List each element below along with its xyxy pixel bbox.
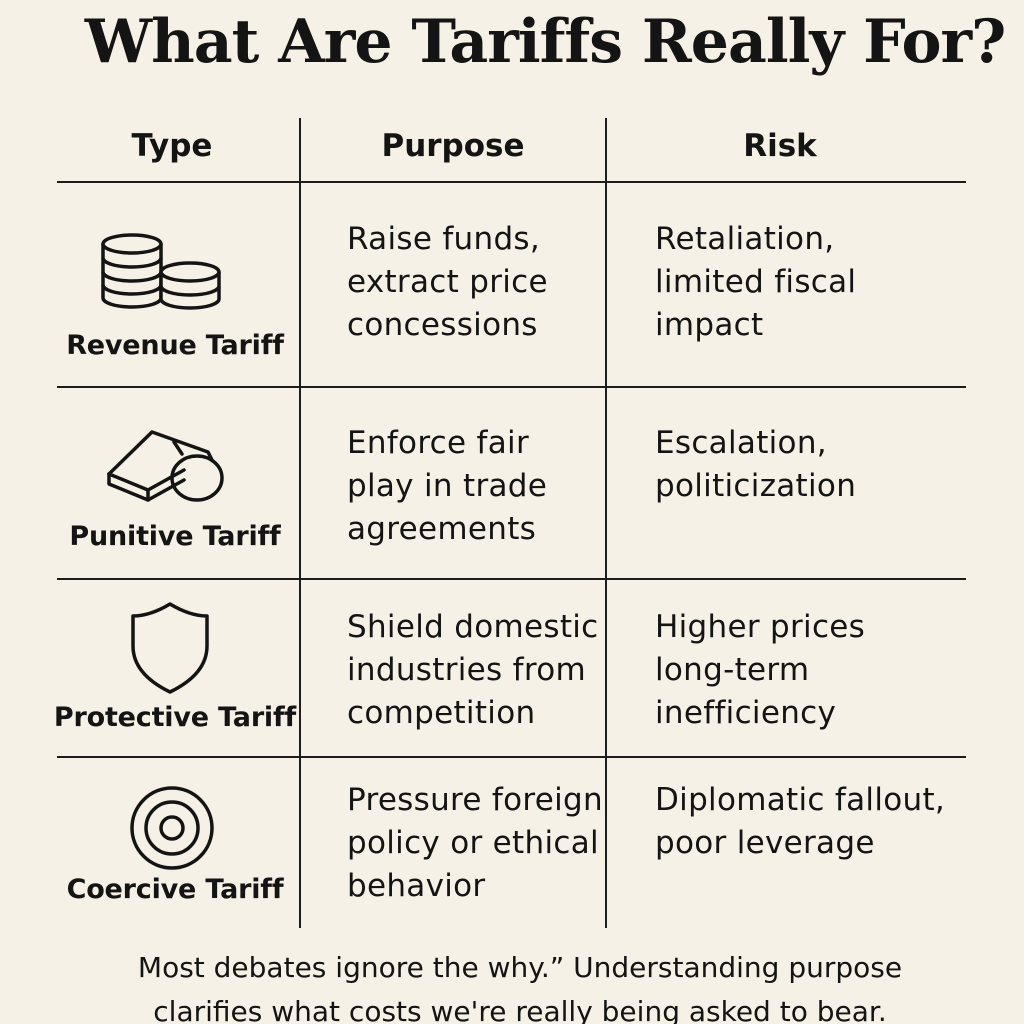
shield-icon [131,602,209,694]
purpose-line: Enforce fair [347,425,530,461]
purpose-cell: Shield domestic industries from competit… [347,606,599,735]
column-divider-2 [605,118,607,928]
purpose-line: competition [347,695,536,731]
risk-line: Escalation, [655,425,827,461]
purpose-line: agreements [347,511,537,547]
type-label-coercive: Coercive Tariff [66,874,284,905]
row-divider-1 [57,386,966,388]
risk-cell: Retaliation, limited fiscal impact [655,218,856,347]
row-divider-2 [57,578,966,580]
purpose-line: play in trade [347,468,548,504]
type-label-protective: Protective Tariff [53,702,297,733]
purpose-line: Shield domestic [347,609,599,645]
page-title: What Are Tariffs Really For? [84,7,1007,77]
risk-line: inefficiency [655,695,837,731]
purpose-line: behavior [347,868,486,904]
purpose-line: Raise funds, [347,221,541,257]
footer-line: clarifies what costs we're really being … [153,995,887,1024]
risk-line: impact [655,307,764,343]
risk-line: long-term [655,652,810,688]
risk-line: Retaliation, [655,221,835,257]
risk-line: politicization [655,468,857,504]
risk-cell: Diplomatic fallout, poor leverage [655,779,945,865]
risk-line: poor leverage [655,825,875,861]
risk-line: Diplomatic fallout, [655,782,946,818]
purpose-line: industries from [347,652,586,688]
header-purpose: Purpose [381,128,525,164]
type-label-punitive: Punitive Tariff [69,521,281,552]
footer-line: Most debates ignore the why.” Understand… [137,951,903,984]
row-divider-3 [57,756,966,758]
purpose-line: policy or ethical [347,825,599,861]
target-icon [130,786,214,870]
purpose-cell: Enforce fair play in trade agreements [347,422,547,551]
risk-line: Higher prices [655,609,866,645]
purpose-cell: Pressure foreign policy or ethical behav… [347,779,603,908]
coins-icon [101,233,221,310]
footer-note: Most debates ignore the why.” Understand… [80,946,960,1024]
purpose-line: concessions [347,307,538,343]
row-divider-header [57,181,966,183]
purpose-line: extract price [347,264,548,300]
purpose-line: Pressure foreign [347,782,603,818]
header-risk: Risk [743,128,817,164]
purpose-cell: Raise funds, extract price concessions [347,218,548,347]
type-label-revenue: Revenue Tariff [66,330,284,361]
risk-cell: Escalation, politicization [655,422,856,508]
risk-line: limited fiscal [655,264,857,300]
column-divider-1 [299,118,301,928]
header-type: Type [131,128,213,164]
whistle-icon [107,430,224,502]
risk-cell: Higher prices long-term inefficiency [655,606,865,735]
